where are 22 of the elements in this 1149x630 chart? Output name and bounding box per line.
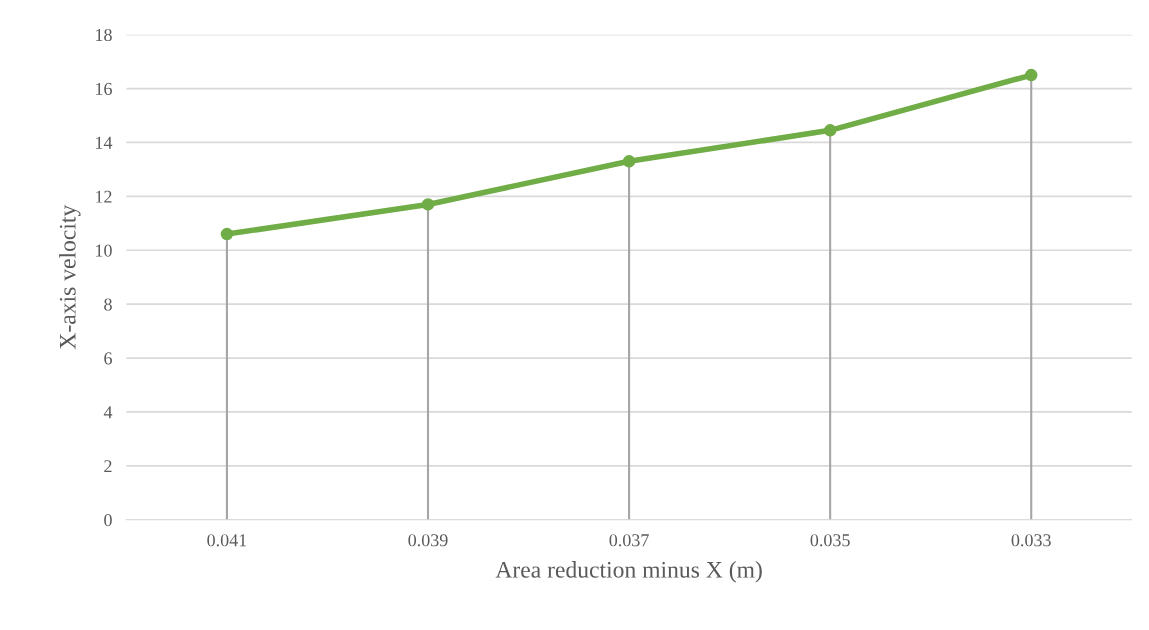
y-tick-label: 6	[104, 352, 112, 365]
x-axis-title: Area reduction minus X (m)	[495, 561, 762, 583]
y-axis-title: X-axis velocity	[59, 204, 81, 350]
point	[220, 227, 234, 241]
y-tick-label: 8	[104, 298, 112, 311]
y-tick-label: 4	[103, 406, 113, 419]
x-tick-label: 0.037	[609, 534, 649, 547]
y-tick-label: 12	[96, 190, 112, 203]
point	[1024, 68, 1038, 82]
point	[622, 155, 636, 168]
x-tick-label: 0.033	[1011, 534, 1051, 547]
point	[421, 198, 435, 211]
y-tick-label: 2	[104, 460, 112, 473]
y-tick-label: 14	[96, 136, 113, 149]
y-tick-label: 10	[96, 244, 112, 257]
y-tick-label: 16	[96, 82, 112, 95]
y-tick-label: 18	[96, 28, 112, 42]
y-tick-label: 0	[104, 514, 112, 527]
x-tick-label: 0.039	[408, 534, 448, 547]
point	[823, 124, 837, 137]
x-tick-label: 0.035	[810, 534, 850, 547]
x-tick-label: 0.041	[207, 534, 247, 547]
